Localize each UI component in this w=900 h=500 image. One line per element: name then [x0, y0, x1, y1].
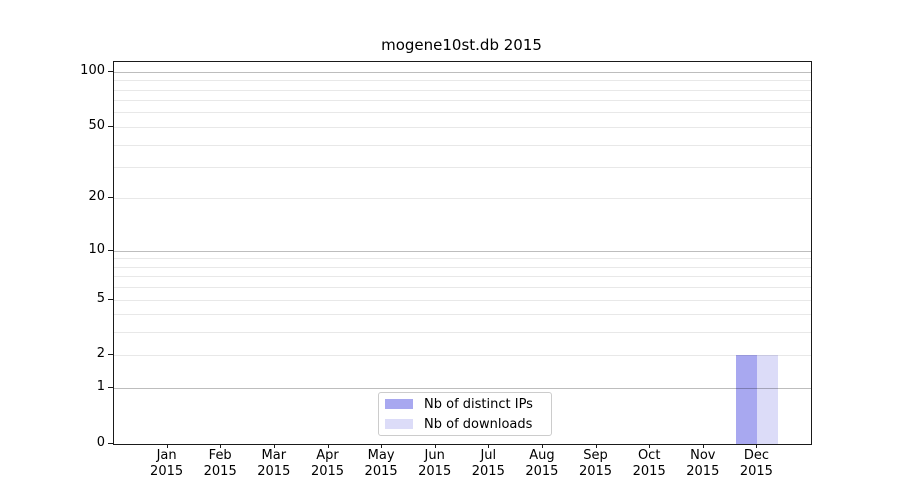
x-tick-year: 2015 [418, 464, 452, 479]
x-tick-month: Oct [637, 448, 661, 463]
x-tick-month: Jan [156, 448, 177, 463]
x-tick-month: Jul [480, 448, 497, 463]
x-tick-label: Dec 2015 [726, 448, 786, 480]
x-tick-label: Apr 2015 [298, 448, 358, 480]
x-tick-month: Jun [424, 448, 445, 463]
legend-swatch [385, 419, 413, 429]
y-tick-mark [108, 249, 113, 251]
minor-gridline [114, 299, 811, 301]
legend-label: Nb of downloads [424, 416, 533, 432]
y-tick-label: 100 [80, 62, 105, 78]
minor-gridline [114, 276, 811, 278]
x-tick-year: 2015 [150, 464, 184, 479]
x-tick-mark [381, 444, 383, 448]
bar-nb-of-downloads [757, 355, 779, 444]
minor-gridline [114, 100, 811, 102]
y-tick-label: 0 [96, 435, 105, 450]
x-tick-month: Feb [208, 448, 232, 463]
x-tick-month: May [367, 448, 395, 463]
y-tick-mark [108, 298, 113, 300]
minor-gridline [114, 126, 811, 128]
x-tick-month: Sep [583, 448, 608, 463]
major-gridline [114, 388, 811, 390]
x-tick-label: Mar 2015 [244, 448, 304, 480]
x-tick-year: 2015 [471, 464, 505, 479]
x-tick-label: May 2015 [351, 448, 411, 480]
y-tick-label: 20 [88, 189, 105, 205]
minor-gridline [114, 266, 811, 268]
x-tick-month: Apr [316, 448, 339, 463]
x-tick-year: 2015 [632, 464, 666, 479]
minor-gridline [114, 355, 811, 357]
minor-gridline [114, 258, 811, 260]
y-tick-label: 1 [96, 379, 105, 395]
x-tick-mark [488, 444, 490, 448]
chart-title: mogene10st.db 2015 [381, 36, 542, 54]
major-gridline [114, 71, 811, 73]
minor-gridline [114, 332, 811, 334]
x-tick-mark [273, 444, 275, 448]
major-gridline [114, 250, 811, 252]
x-tick-year: 2015 [686, 464, 720, 479]
x-tick-year: 2015 [203, 464, 237, 479]
legend-item: Nb of downloads [385, 415, 545, 433]
x-tick-month: Aug [529, 448, 555, 463]
x-tick-year: 2015 [310, 464, 345, 479]
y-tick-label: 5 [96, 290, 105, 306]
x-tick-mark [595, 444, 597, 448]
minor-gridline [114, 80, 811, 82]
minor-gridline [114, 144, 811, 146]
x-tick-label: Jul 2015 [458, 448, 518, 480]
minor-gridline [114, 89, 811, 91]
y-tick-mark [108, 387, 113, 389]
y-tick-label: 50 [88, 117, 105, 133]
minor-gridline [114, 314, 811, 316]
x-tick-year: 2015 [257, 464, 291, 479]
legend: Nb of distinct IPs Nb of downloads [378, 392, 552, 436]
x-tick-mark [756, 444, 758, 448]
x-tick-mark [702, 444, 704, 448]
y-tick-mark [108, 70, 113, 72]
y-tick-label: 10 [88, 241, 105, 257]
x-tick-mark [327, 444, 329, 448]
x-tick-month: Dec [743, 448, 769, 463]
minor-gridline [114, 198, 811, 200]
y-tick-mark [108, 125, 113, 127]
minor-gridline [114, 287, 811, 289]
x-tick-label: Oct 2015 [619, 448, 679, 480]
x-tick-month: Nov [690, 448, 716, 463]
x-tick-mark [541, 444, 543, 448]
x-tick-label: Nov 2015 [673, 448, 733, 480]
minor-gridline [114, 112, 811, 114]
x-tick-label: Jun 2015 [405, 448, 465, 480]
plot-area [113, 61, 812, 445]
x-tick-year: 2015 [364, 464, 398, 479]
x-tick-mark [166, 444, 168, 448]
y-tick-mark [108, 443, 113, 444]
y-tick-mark [108, 354, 113, 356]
x-tick-year: 2015 [578, 464, 613, 479]
x-tick-label: Feb 2015 [190, 448, 250, 480]
x-tick-label: Jan 2015 [137, 448, 197, 480]
bar-nb-of-distinct-ips [736, 355, 758, 444]
y-tick-label: 2 [96, 346, 105, 362]
x-tick-year: 2015 [525, 464, 559, 479]
x-tick-mark [434, 444, 436, 448]
y-tick-mark [108, 197, 113, 199]
x-tick-month: Mar [261, 448, 287, 463]
x-tick-label: Aug 2015 [512, 448, 572, 480]
x-tick-mark [649, 444, 651, 448]
legend-item: Nb of distinct IPs [385, 395, 545, 413]
x-tick-year: 2015 [739, 464, 773, 479]
legend-label: Nb of distinct IPs [424, 396, 533, 412]
x-tick-label: Sep 2015 [566, 448, 626, 480]
minor-gridline [114, 167, 811, 168]
x-tick-mark [220, 444, 222, 448]
legend-swatch [385, 399, 413, 409]
